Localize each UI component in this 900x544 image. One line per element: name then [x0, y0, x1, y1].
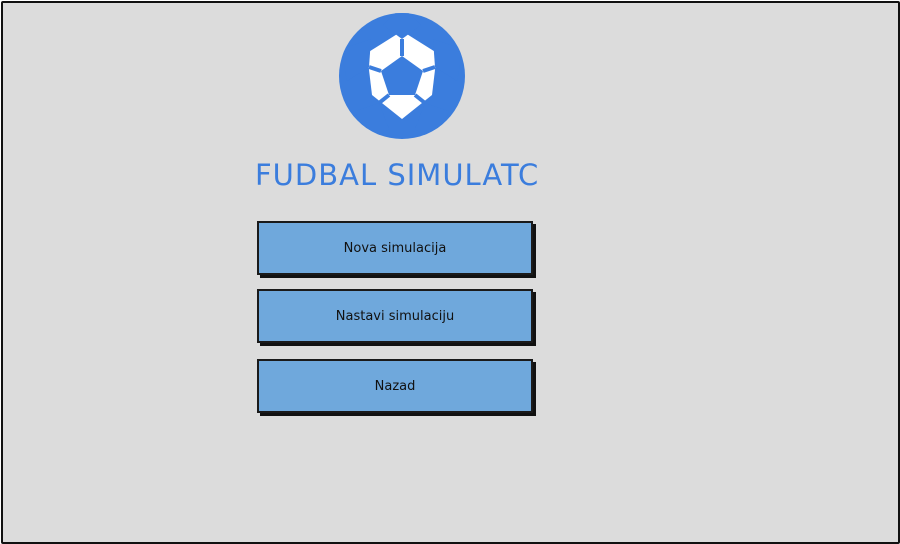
- back-button[interactable]: Nazad: [257, 359, 533, 413]
- soccer-ball-icon: [339, 13, 465, 139]
- new-simulation-button[interactable]: Nova simulacija: [257, 221, 533, 275]
- app-title: FUDBAL SIMULATC: [255, 158, 537, 192]
- back-label: Nazad: [374, 378, 416, 394]
- continue-simulation-label: Nastavi simulaciju: [335, 308, 455, 324]
- app-title-container: FUDBAL SIMULATC: [255, 153, 537, 197]
- new-simulation-label: Nova simulacija: [343, 240, 447, 256]
- continue-simulation-button[interactable]: Nastavi simulaciju: [257, 289, 533, 343]
